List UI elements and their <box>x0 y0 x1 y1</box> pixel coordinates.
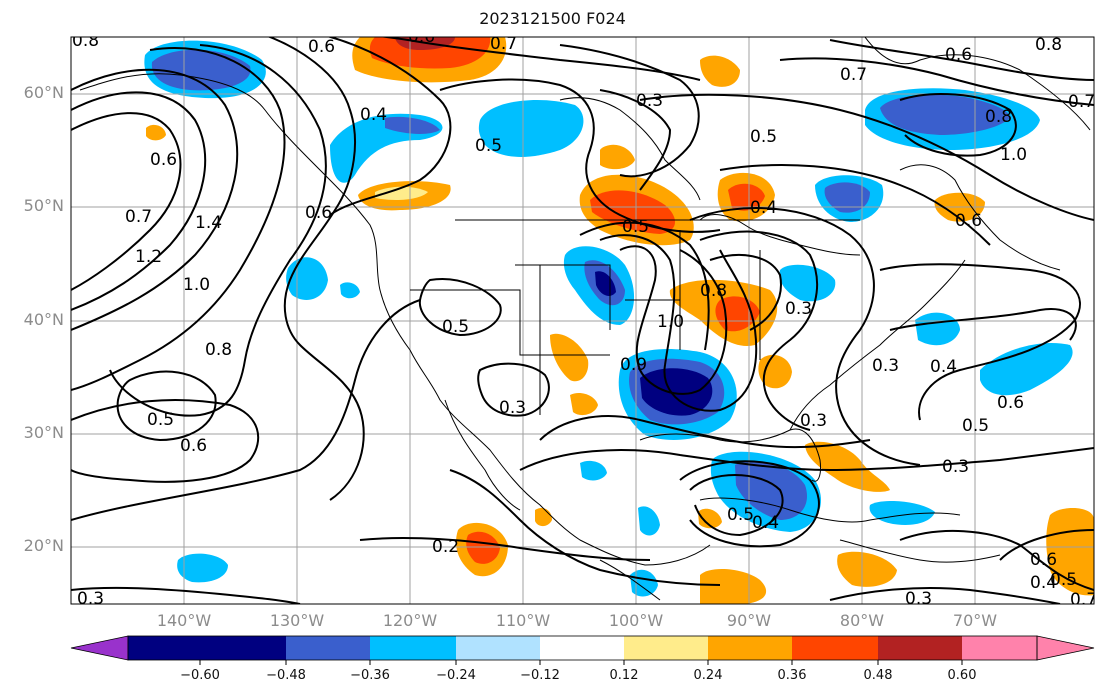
colorbar-tick-label: 0.48 <box>863 668 893 683</box>
lon-label-80w: 80°W <box>839 611 885 630</box>
colorbar-tick-label: −0.24 <box>436 668 476 683</box>
contour-label: 0.4 <box>360 105 387 125</box>
contour-label: 0.7 <box>125 207 152 227</box>
contour-label: 0.9 <box>620 355 647 375</box>
contour-label: 1.0 <box>183 275 210 295</box>
contour-label: 0.8 <box>985 107 1012 127</box>
colorbar-bin <box>128 636 200 660</box>
contour-label: 0.6 <box>1030 550 1057 570</box>
colorbar-tick-label: 0.36 <box>777 668 807 683</box>
contour-label: 0.6 <box>408 27 435 47</box>
contour-label-group: 0.8 0.6 0.6 0.7 0.8 0.6 0.7 0.8 0.7 0.4 … <box>72 27 1097 610</box>
colorbar-bin <box>286 636 370 660</box>
colorbar-tick-label: −0.60 <box>180 668 220 683</box>
colorbar-tick-label: −0.36 <box>350 668 390 683</box>
contour-label: 1.0 <box>657 312 684 332</box>
contour-label: 0.6 <box>305 203 332 223</box>
lon-label-110w: 110°W <box>495 611 551 630</box>
colorbar-bin <box>878 636 962 660</box>
colorbar <box>70 635 1095 665</box>
colorbar-extend-high <box>1036 635 1095 661</box>
colorbar-bin <box>792 636 878 660</box>
lat-label-60n: 60°N <box>23 83 64 102</box>
contour-label: 0.4 <box>752 513 779 533</box>
contour-label: 0.5 <box>622 217 649 237</box>
contour-label: 0.7 <box>1068 92 1095 112</box>
lat-label-30n: 30°N <box>23 423 64 442</box>
contour-label: 0.5 <box>962 416 989 436</box>
lon-label-100w: 100°W <box>608 611 664 630</box>
contour-label: 1.2 <box>135 247 162 267</box>
map-title: 2023121500 F024 <box>479 9 626 28</box>
colorbar-bin <box>540 636 624 660</box>
contour-label: 0.7 <box>840 65 867 85</box>
lat-label-50n: 50°N <box>23 196 64 215</box>
lon-label-90w: 90°W <box>726 611 772 630</box>
contour-label: 0.3 <box>942 457 969 477</box>
colorbar-bin <box>200 636 286 660</box>
contour-label: 0.8 <box>1035 35 1062 55</box>
contour-label: 0.7 <box>1070 590 1097 610</box>
gridlines <box>71 37 1094 604</box>
contour-label: 0.6 <box>955 211 982 231</box>
contour-label: 0.6 <box>180 436 207 456</box>
contour-label: 0.4 <box>750 198 777 218</box>
lat-label-20n: 20°N <box>23 536 64 555</box>
contour-label: 1.0 <box>1000 145 1027 165</box>
colorbar-bin <box>456 636 540 660</box>
lon-label-70w: 70°W <box>952 611 998 630</box>
contour-label: 0.5 <box>1050 570 1077 590</box>
contour-label: 1.4 <box>195 213 222 233</box>
colorbar-tick-label: 0.60 <box>947 668 977 683</box>
contour-label: 0.5 <box>727 505 754 525</box>
lon-label-130w: 130°W <box>269 611 325 630</box>
contour-label: 0.5 <box>442 317 469 337</box>
colorbar-tick-label: 0.12 <box>609 668 639 683</box>
contour-label: 0.6 <box>997 393 1024 413</box>
contour-label: 0.4 <box>930 357 957 377</box>
colorbar-tick-label: −0.48 <box>266 668 306 683</box>
lon-label-120w: 120°W <box>382 611 438 630</box>
colorbar-bin <box>962 636 1037 660</box>
contour-label: 0.8 <box>205 340 232 360</box>
colorbar-extend-low <box>70 635 129 661</box>
contour-label: 0.3 <box>905 589 932 609</box>
coastlines <box>79 37 1091 601</box>
map-border <box>70 36 1095 605</box>
contour-label: 0.8 <box>700 281 727 301</box>
colorbar-bin <box>624 636 708 660</box>
contour-label: 0.6 <box>308 37 335 57</box>
contour-label: 0.3 <box>785 299 812 319</box>
colorbar-tick-label: 0.24 <box>693 668 723 683</box>
contour-label: 0.5 <box>750 127 777 147</box>
contour-label: 0.3 <box>872 356 899 376</box>
contour-label: 0.3 <box>499 398 526 418</box>
lat-label-40n: 40°N <box>23 310 64 329</box>
contour-label: 0.2 <box>432 537 459 557</box>
colorbar-bin <box>708 636 792 660</box>
colorbar-tick-label: −0.12 <box>520 668 560 683</box>
contour-label: 0.6 <box>150 150 177 170</box>
contour-label: 0.6 <box>945 45 972 65</box>
contour-label: 0.5 <box>147 410 174 430</box>
contour-lines <box>71 37 1094 604</box>
contour-label: 0.7 <box>490 34 517 54</box>
contour-label: 0.8 <box>72 31 99 51</box>
colorbar-bin <box>370 636 456 660</box>
lon-label-140w: 140°W <box>156 611 212 630</box>
contour-label: 0.3 <box>636 91 663 111</box>
contour-label: 0.4 <box>1030 573 1057 593</box>
contour-label: 0.3 <box>77 589 104 609</box>
contour-label: 0.5 <box>475 136 502 156</box>
contour-label: 0.3 <box>800 411 827 431</box>
